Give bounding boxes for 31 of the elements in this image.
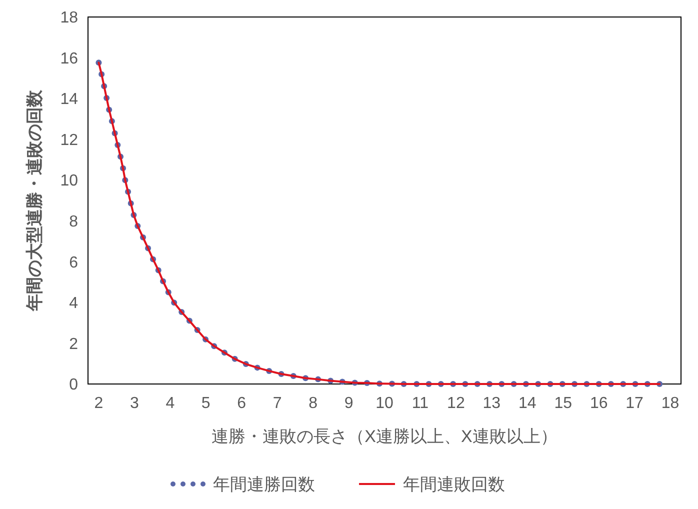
y-tick-label: 8 — [69, 213, 78, 230]
legend-label: 年間連敗回数 — [403, 474, 505, 494]
x-tick-label: 6 — [237, 395, 246, 412]
y-tick-label: 6 — [69, 254, 78, 272]
x-tick-label: 18 — [661, 395, 680, 412]
y-tick-label: 4 — [69, 295, 78, 312]
x-tick-label: 11 — [412, 395, 429, 412]
y-tick-label: 0 — [69, 376, 78, 394]
x-tick-label: 13 — [482, 395, 501, 412]
y-tick-label: 10 — [60, 172, 78, 190]
x-tick-label: 17 — [626, 395, 644, 412]
legend-label: 年間連勝回数 — [213, 474, 315, 494]
x-tick-label: 14 — [518, 395, 536, 412]
x-tick-label: 9 — [344, 395, 354, 412]
x-tick-label: 2 — [94, 395, 104, 412]
x-tick-label: 12 — [447, 395, 465, 412]
y-tick-label: 12 — [60, 132, 78, 149]
y-tick-label: 18 — [60, 10, 78, 27]
x-tick-label: 4 — [166, 395, 175, 412]
x-tick-label: 7 — [272, 395, 282, 412]
x-tick-label: 8 — [308, 395, 318, 412]
y-tick-label: 2 — [69, 336, 78, 353]
y-tick-label: 14 — [60, 91, 78, 108]
y-tick-label: 16 — [60, 50, 78, 68]
x-tick-label: 15 — [554, 395, 572, 412]
x-tick-label: 3 — [130, 395, 139, 412]
x-tick-label: 16 — [590, 395, 608, 412]
x-tick-label: 10 — [376, 395, 394, 412]
x-tick-label: 5 — [201, 395, 210, 412]
x-axis-title: 連勝・連敗の長さ（X連勝以上、X連敗以上） — [212, 427, 558, 446]
y-axis-title: 年間の大型連勝・連敗の回数 — [25, 89, 44, 312]
